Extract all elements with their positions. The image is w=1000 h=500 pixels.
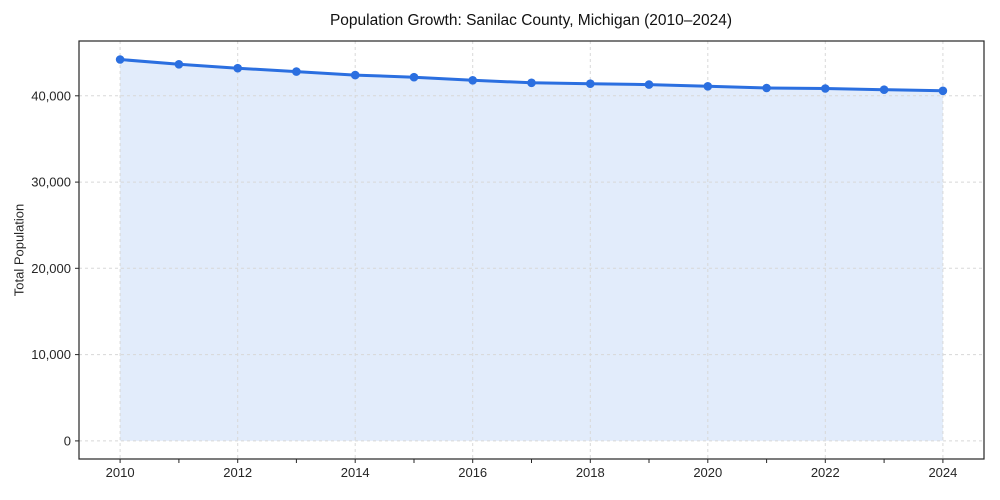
x-tick-label: 2012 [223,465,252,480]
y-tick-label: 30,000 [31,175,71,190]
y-tick-label: 40,000 [31,88,71,103]
x-tick-label: 2024 [928,465,957,480]
data-point [879,85,889,94]
data-point [644,80,654,89]
data-point [527,78,536,88]
x-tick-label: 2020 [693,465,722,480]
data-point [938,86,948,96]
data-point [409,72,419,82]
data-point [762,83,771,93]
x-tick-label: 2016 [458,465,487,480]
x-tick-labels: 2010 2012 2014 2016 2018 2020 2022 2024 [106,465,958,480]
data-point [174,60,184,69]
y-tick-label: 20,000 [31,261,71,276]
data-point [703,82,713,91]
data-point [233,63,242,73]
area-fill [120,59,943,441]
x-tick-label: 2014 [341,465,370,480]
data-point [292,67,301,76]
data-points [115,55,948,96]
data-point [821,84,830,93]
axis-ticks [75,95,944,463]
y-tick-labels: 0 10,000 20,000 30,000 40,000 [31,88,71,448]
chart-title: Population Growth: Sanilac County, Michi… [329,12,733,29]
x-tick-label: 2010 [106,465,135,480]
data-point [115,55,125,64]
gridlines [79,41,984,459]
data-point [468,76,478,85]
data-point [350,70,360,80]
x-tick-label: 2022 [811,465,840,480]
y-tick-label: 0 [64,433,71,448]
y-tick-label: 10,000 [31,347,71,362]
data-point [586,79,595,88]
x-tick-label: 2018 [576,465,605,480]
